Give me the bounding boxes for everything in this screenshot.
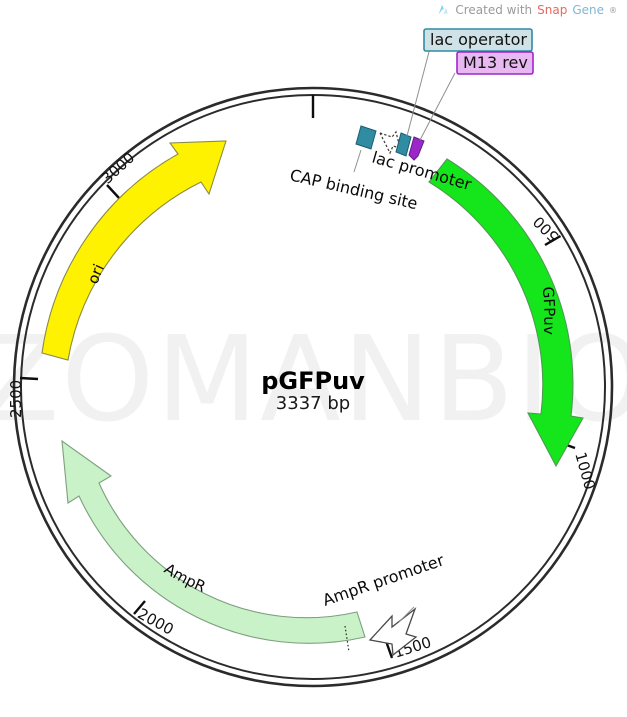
tick-mark-2500 bbox=[19, 376, 39, 381]
plasmid-size: 3337 bp bbox=[276, 393, 350, 414]
tick-mark-1500 bbox=[384, 640, 394, 659]
watermark-text: ZOMANBIO bbox=[0, 310, 627, 448]
feature-lac-operator[interactable]: lac operator bbox=[395, 28, 533, 157]
credit-prefix: Created with bbox=[455, 3, 533, 17]
feature-m13-rev[interactable]: M13 rev bbox=[408, 51, 534, 161]
credit-brand-snap: Snap bbox=[537, 3, 568, 17]
feature-cap-binding-site-leader bbox=[353, 149, 362, 173]
snapgene-logo-icon bbox=[438, 4, 449, 15]
tick-label-1000: 1000 bbox=[571, 450, 599, 492]
watermark: ZOMANBIO bbox=[0, 310, 627, 448]
feature-lac-operator-leader bbox=[406, 47, 431, 137]
feature-m13-rev-arrow[interactable] bbox=[408, 136, 425, 161]
backbone-outer-circle bbox=[12, 86, 614, 688]
feature-lac-operator-box[interactable] bbox=[395, 132, 412, 157]
snapgene-credit: Created with Snap Gene ® bbox=[436, 3, 617, 17]
tick-label-2500: 2500 bbox=[7, 380, 25, 418]
feature-ori-arrow[interactable] bbox=[41, 140, 227, 361]
feature-gfpuv-label: GFPuv bbox=[539, 286, 559, 336]
feature-ampr[interactable]: AmpR bbox=[61, 439, 366, 653]
feature-ampr-arrow[interactable] bbox=[61, 439, 366, 644]
feature-ampr-divider bbox=[344, 625, 350, 653]
tick-mark-500 bbox=[544, 234, 562, 247]
credit-registered-mark: ® bbox=[609, 5, 617, 15]
feature-gfpuv[interactable]: GFPuv bbox=[428, 158, 584, 468]
feature-lac-operator-label: lac operator bbox=[430, 30, 527, 49]
credit-brand-gene: Gene bbox=[572, 3, 604, 17]
feature-m13-rev-label: M13 rev bbox=[463, 53, 528, 72]
feature-lac-operator-label-box[interactable] bbox=[423, 28, 533, 52]
plasmid-title-group: pGFPuv 3337 bp bbox=[261, 367, 365, 414]
tick-mark-3000 bbox=[106, 184, 120, 199]
feature-ampr-promoter-label: AmpR promoter bbox=[320, 550, 447, 609]
feature-ampr-promoter-arrow[interactable] bbox=[368, 607, 418, 657]
feature-cap-binding-site-box[interactable] bbox=[355, 125, 377, 150]
plasmid-name: pGFPuv bbox=[261, 367, 365, 395]
feature-m13-rev-label-box[interactable] bbox=[456, 51, 534, 75]
tick-mark-2000 bbox=[133, 600, 146, 615]
tick-label-500: 500 bbox=[529, 213, 562, 246]
feature-gfpuv-arrow[interactable] bbox=[428, 158, 584, 468]
feature-m13-rev-leader bbox=[419, 72, 456, 141]
feature-ampr-promoter-leader bbox=[398, 606, 415, 623]
